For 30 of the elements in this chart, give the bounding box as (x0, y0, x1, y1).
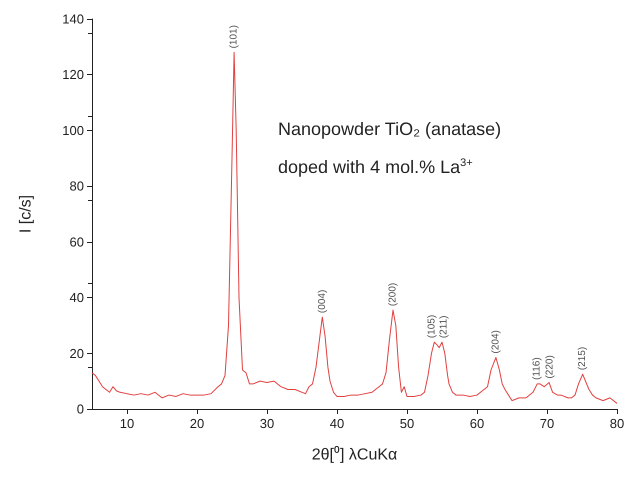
annotation: (004) (316, 290, 328, 314)
annotation: (200) (388, 282, 398, 306)
x-axis-title: 2θ[⁰] λCuKα (312, 446, 398, 464)
annotation: doped with 4 mol.% La$^{3+}$ (278, 157, 473, 177)
y-tick-label: 100 (62, 122, 84, 138)
x-tick-label: 10 (120, 416, 134, 431)
x-tick-label: 60 (470, 416, 484, 431)
y-axis-title: I [c/s] (18, 194, 34, 234)
y-tick-label: 80 (70, 178, 84, 194)
annotation: Nanopowder TiO₂ (anatase) (278, 119, 502, 139)
x-tick-label: 50 (400, 416, 414, 431)
annotation: (101) (228, 25, 240, 48)
annotation: (215) (577, 346, 588, 370)
x-tick-label: 40 (330, 416, 344, 431)
annotation: (116) (532, 357, 543, 380)
x-tick-label: 30 (260, 416, 274, 431)
annotation: (204) (490, 330, 502, 354)
x-tick-label: 80 (610, 416, 624, 431)
y-tick-label: 20 (70, 346, 84, 361)
y-tick-label: 0 (76, 402, 84, 416)
y-tick-label: 140 (62, 12, 84, 26)
annotation: (220) (544, 355, 556, 379)
y-tick-label: 120 (62, 67, 84, 82)
line-series (92, 52, 618, 404)
y-tick-label: 40 (70, 290, 84, 306)
x-tick-label: 20 (190, 416, 204, 431)
annotation: (211) (438, 316, 450, 338)
annotation: (105) (426, 314, 438, 338)
x-tick-label: 70 (540, 416, 554, 431)
y-tick-label: 60 (70, 234, 84, 250)
